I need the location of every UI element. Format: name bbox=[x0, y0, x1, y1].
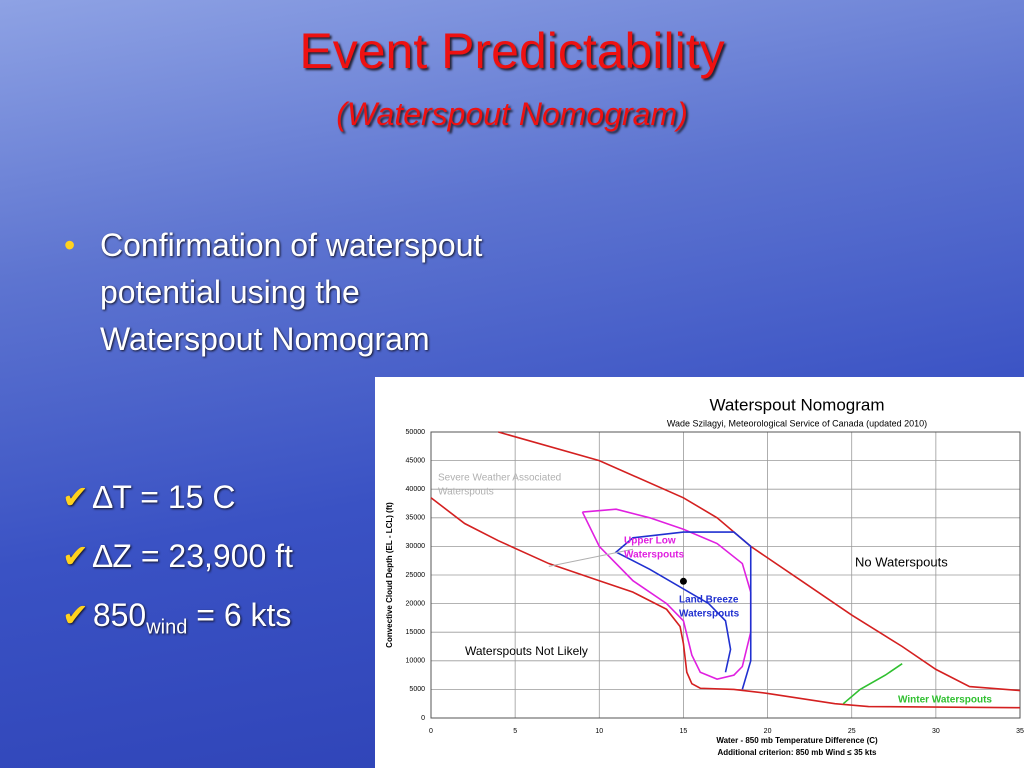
slide-title: Event Predictability bbox=[299, 23, 725, 79]
curve bbox=[614, 531, 752, 690]
curve bbox=[581, 508, 752, 680]
region-label: Waterspouts Not Likely bbox=[465, 644, 588, 658]
region-label: Land Breeze bbox=[679, 595, 739, 606]
region-label: Winter Waterspouts bbox=[898, 695, 992, 706]
y-tick-label: 50000 bbox=[406, 429, 426, 436]
x-tick-label: 0 bbox=[429, 728, 433, 735]
nomogram: Waterspout Nomogram Wade Szilagyi, Meteo… bbox=[375, 377, 1024, 768]
curve bbox=[548, 548, 634, 567]
chart-title: Waterspout Nomogram bbox=[709, 395, 884, 414]
region-label: Waterspouts bbox=[438, 487, 494, 498]
x-tick-label: 10 bbox=[595, 728, 603, 735]
x-tick-label: 5 bbox=[513, 728, 517, 735]
region-label: No Waterspouts bbox=[855, 554, 948, 569]
x-tick-label: 35 bbox=[1016, 728, 1024, 735]
slide-subtitle: (Waterspout Nomogram) bbox=[336, 96, 688, 132]
bullet-dot: • bbox=[64, 227, 76, 263]
y-tick-label: 25000 bbox=[406, 572, 426, 579]
region-label: Upper Low bbox=[624, 536, 676, 547]
chart-background bbox=[375, 377, 1024, 768]
region-label: Waterspouts bbox=[624, 550, 685, 561]
chart-subtitle: Wade Szilagyi, Meteorological Service of… bbox=[667, 418, 927, 428]
check-item: ✔ 850wind = 6 kts bbox=[62, 597, 292, 639]
y-tick-label: 10000 bbox=[406, 658, 426, 665]
x-tick-label: 15 bbox=[680, 728, 688, 735]
plot-frame bbox=[430, 431, 1021, 719]
x-tick-label: 30 bbox=[932, 728, 940, 735]
check-text: ∆Z = 23,900 ft bbox=[92, 538, 293, 574]
chart-note: Additional criterion: 850 mb Wind ≤ 35 k… bbox=[717, 748, 877, 757]
check-text: 850 bbox=[92, 597, 147, 633]
y-tick-label: 20000 bbox=[406, 600, 426, 607]
check-item: ✔ ∆T = 15 C bbox=[62, 479, 236, 515]
curve bbox=[842, 662, 903, 705]
bullet-text: Confirmation of waterspout potential usi… bbox=[100, 227, 483, 357]
y-axis-label: Convective Cloud Depth (EL - LCL) (ft) bbox=[385, 502, 394, 648]
y-tick-label: 15000 bbox=[406, 629, 426, 636]
check-text: ∆T = 15 C bbox=[92, 479, 236, 515]
x-tick-label: 25 bbox=[848, 728, 856, 735]
y-tick-label: 35000 bbox=[406, 515, 426, 522]
check-text: = 6 kts bbox=[187, 597, 292, 633]
curve bbox=[498, 431, 1021, 692]
region-label: Severe Weather Associated bbox=[438, 473, 561, 484]
y-tick-label: 0 bbox=[421, 715, 425, 722]
x-tick-label: 20 bbox=[764, 728, 772, 735]
y-tick-label: 45000 bbox=[406, 457, 426, 464]
y-tick-label: 30000 bbox=[406, 543, 426, 550]
check-item: ✔ ∆Z = 23,900 ft bbox=[62, 538, 293, 574]
curve bbox=[430, 497, 1021, 709]
check-sub: wind bbox=[146, 616, 188, 639]
x-axis-label: Water - 850 mb Temperature Difference (C… bbox=[716, 736, 878, 745]
y-tick-label: 40000 bbox=[406, 486, 426, 493]
region-label: Waterspouts bbox=[679, 609, 740, 620]
y-tick-label: 5000 bbox=[409, 686, 425, 693]
event-point bbox=[679, 577, 687, 585]
